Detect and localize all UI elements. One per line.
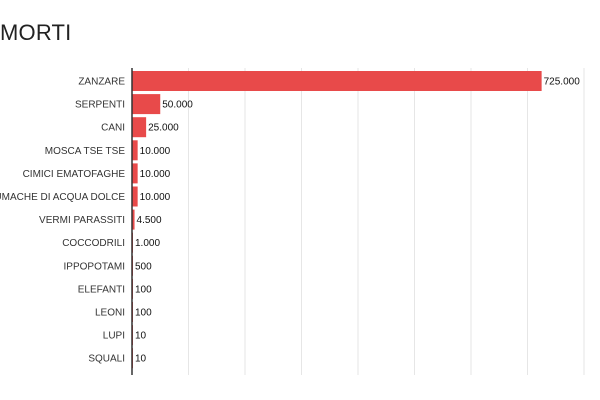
value-label: 100 bbox=[135, 308, 152, 319]
category-label: MOSCA TSE TSE bbox=[45, 146, 126, 157]
category-label: CANI bbox=[101, 123, 125, 134]
value-label: 10 bbox=[135, 354, 147, 365]
value-label: 10.000 bbox=[140, 169, 171, 180]
category-label: COCCODRILI bbox=[62, 238, 125, 249]
bars bbox=[132, 71, 542, 369]
grid-lines bbox=[188, 68, 585, 375]
value-label: 4.500 bbox=[137, 215, 162, 226]
bar bbox=[132, 186, 138, 207]
value-label: 100 bbox=[135, 284, 152, 295]
bar bbox=[132, 71, 542, 91]
category-label: SQUALI bbox=[88, 354, 125, 365]
value-label: 10.000 bbox=[140, 146, 171, 157]
category-label: VERMI PARASSITI bbox=[39, 215, 125, 226]
bar bbox=[132, 163, 138, 184]
category-label: SERPENTI bbox=[75, 100, 125, 111]
category-label: LUPI bbox=[103, 331, 125, 342]
bar bbox=[132, 140, 138, 161]
value-label: 50.000 bbox=[162, 100, 193, 111]
chart-title: MORTI bbox=[0, 20, 72, 45]
bar bbox=[132, 117, 147, 138]
value-label: 25.000 bbox=[148, 123, 179, 134]
bar bbox=[132, 209, 135, 230]
value-label: 500 bbox=[135, 261, 152, 272]
value-labels: 725.000 50.000 25.000 10.000 10.000 10.000 4.5… bbox=[135, 77, 580, 365]
category-labels: ZANZARE SERPENTI CANI MOSCA TSE TSE CIMICI E… bbox=[0, 77, 125, 365]
category-label: ELEFANTI bbox=[78, 284, 125, 295]
category-label: CIMICI EMATOFAGHE bbox=[23, 169, 126, 180]
category-label: LEONI bbox=[95, 308, 125, 319]
value-label: 1.000 bbox=[135, 238, 160, 249]
category-label: LUMACHE DI ACQUA DOLCE bbox=[0, 192, 125, 203]
value-label: 725.000 bbox=[544, 77, 581, 88]
category-label: IPPOPOTAMI bbox=[64, 261, 126, 272]
bar bbox=[132, 94, 161, 115]
category-label: ZANZARE bbox=[78, 77, 125, 88]
value-label: 10.000 bbox=[140, 192, 171, 203]
value-label: 10 bbox=[135, 331, 147, 342]
